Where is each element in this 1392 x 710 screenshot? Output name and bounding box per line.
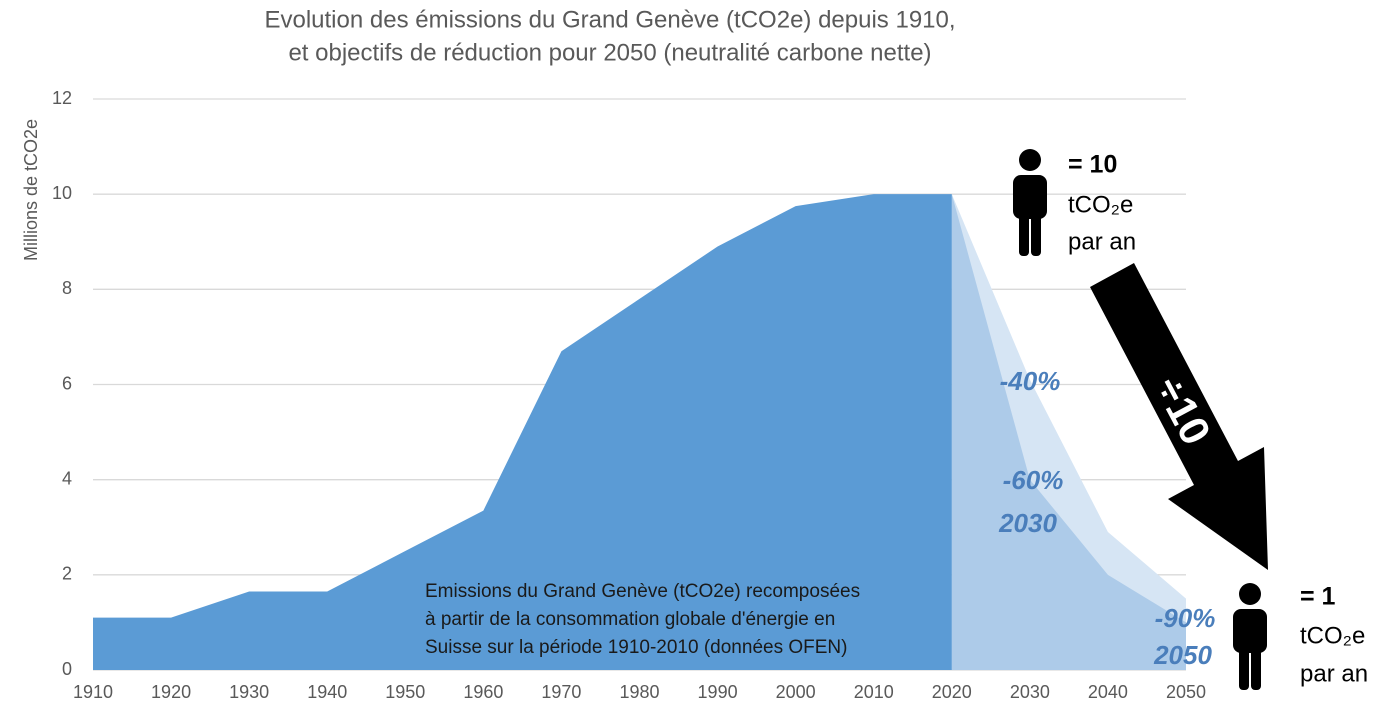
area bbox=[951, 194, 1186, 670]
annotation: -60% bbox=[1003, 465, 1064, 495]
annotation: à partir de la consommation globale d'én… bbox=[425, 609, 835, 630]
x-tick-label: 1930 bbox=[229, 682, 269, 702]
chart-title: Evolution des émissions du Grand Genève … bbox=[264, 6, 955, 33]
annotation: Suisse sur la période 1910-2010 (données… bbox=[425, 637, 847, 658]
x-tick-label: 1940 bbox=[307, 682, 347, 702]
plot bbox=[93, 98, 1186, 671]
annotation: Emissions du Grand Genève (tCO2e) recomp… bbox=[425, 581, 860, 602]
annotation: 2030 bbox=[998, 508, 1057, 538]
x-tick-label: 2040 bbox=[1088, 682, 1128, 702]
person-icon bbox=[1013, 149, 1047, 256]
y-tick-label: 10 bbox=[52, 183, 72, 203]
annotation: tCO₂e bbox=[1068, 191, 1133, 218]
y-tick-label: 8 bbox=[62, 278, 72, 298]
annotation: = 10 bbox=[1068, 151, 1117, 179]
annotation: par an bbox=[1068, 228, 1136, 255]
y-tick-label: 2 bbox=[62, 564, 72, 584]
arrow bbox=[1090, 263, 1268, 570]
x-tick-label: 1990 bbox=[698, 682, 738, 702]
x-tick-label: 1950 bbox=[385, 682, 425, 702]
x-tick-label: 2020 bbox=[932, 682, 972, 702]
x-tick-label: 1980 bbox=[619, 682, 659, 702]
x-tick-label: 1960 bbox=[463, 682, 503, 702]
annotation: = 1 bbox=[1300, 583, 1336, 611]
y-tick-label: 6 bbox=[62, 373, 72, 393]
y-axis-label: Millions de tCO2e bbox=[21, 119, 41, 261]
annotation: 2050 bbox=[1153, 640, 1212, 670]
x-tick-label: 2000 bbox=[776, 682, 816, 702]
x-tick-label: 1920 bbox=[151, 682, 191, 702]
chart-title: et objectifs de réduction pour 2050 (neu… bbox=[288, 39, 931, 66]
x-tick-label: 2050 bbox=[1166, 682, 1206, 702]
x-tick-label: 2010 bbox=[854, 682, 894, 702]
y-tick-label: 4 bbox=[62, 468, 72, 488]
annotation: tCO₂e bbox=[1300, 622, 1365, 649]
annotation: -90% bbox=[1155, 603, 1216, 633]
y-tick-label: 0 bbox=[62, 659, 72, 679]
x-tick-label: 1910 bbox=[73, 682, 113, 702]
person-icon bbox=[1233, 583, 1267, 690]
annotation: par an bbox=[1300, 660, 1368, 687]
x-tick-label: 2030 bbox=[1010, 682, 1050, 702]
annotation: -40% bbox=[1000, 366, 1061, 396]
area bbox=[93, 194, 952, 670]
y-tick-label: 12 bbox=[52, 88, 72, 108]
x-tick-label: 1970 bbox=[541, 682, 581, 702]
